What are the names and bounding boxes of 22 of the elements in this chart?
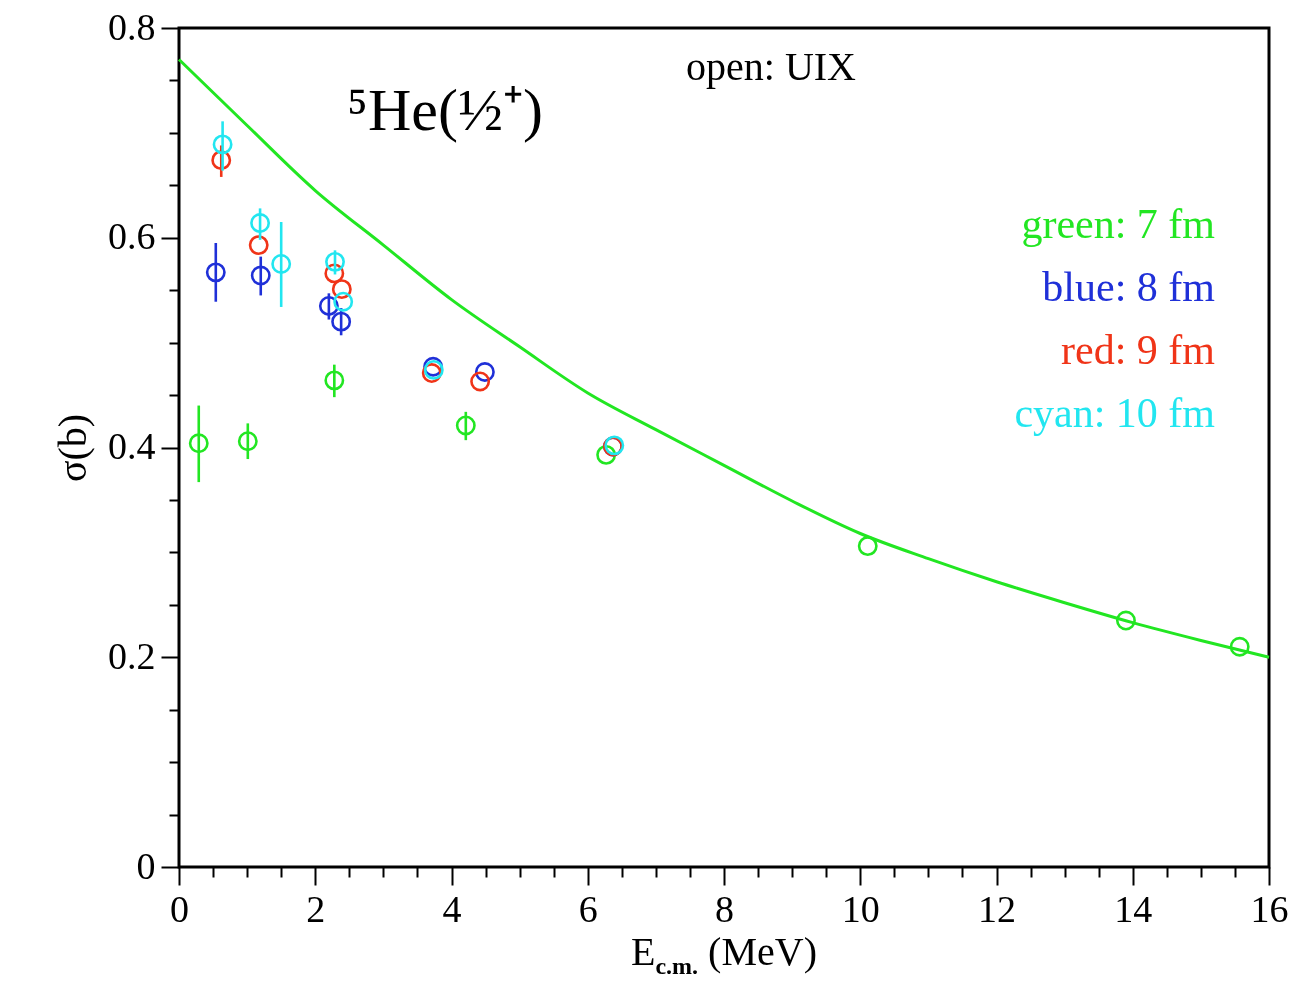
text: blue: 8 fm [1042,264,1216,310]
text: green: 7 fm [1021,201,1216,247]
y-axis-title: σ(b) [50,413,95,483]
x-tick-label: 6 [578,887,598,930]
x-axis-title: E$_{c.m.}$ (MeV) [630,928,818,980]
annotation: open: UIX [686,44,857,89]
y-tick-label: 0.2 [108,634,156,677]
x-tick-label: 12 [978,887,1016,930]
y-tick-label: 0 [136,844,156,887]
x-tick-label: 16 [1250,887,1289,930]
x-tick-label: 14 [1114,887,1153,930]
y-tick-label: 0.8 [108,5,156,48]
x-tick-label: 2 [306,887,326,930]
x-tick-label: 0 [170,887,189,930]
y-tick-label: 0.6 [108,215,156,258]
y-tick-label: 0.4 [108,425,156,467]
x-tick-label: 4 [442,887,462,930]
text: ⁵He(½⁺) [347,77,543,143]
x-tick-label: 10 [841,887,880,930]
text: red: 9 fm [1061,327,1216,373]
text: cyan: 10 fm [1014,390,1216,436]
x-tick-label: 8 [715,887,734,930]
